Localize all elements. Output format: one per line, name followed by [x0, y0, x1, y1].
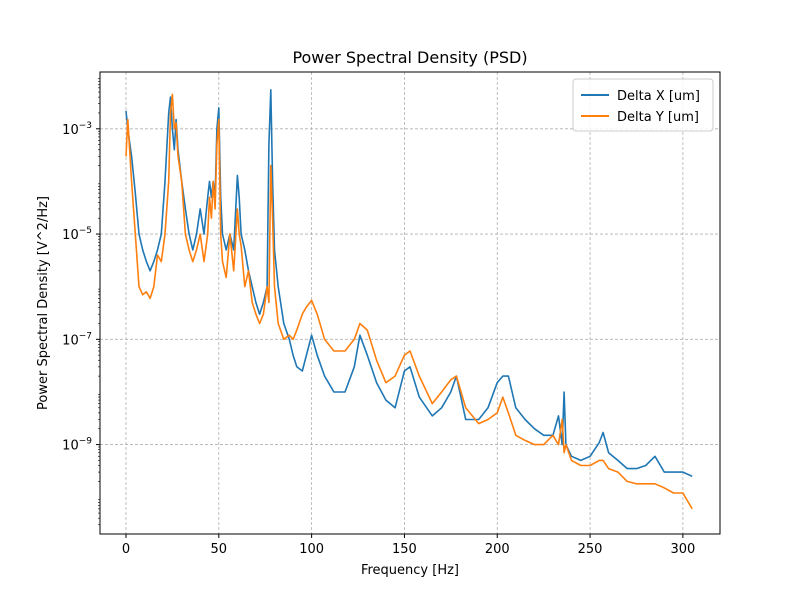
x-tick-label: 100 — [299, 542, 324, 557]
legend-label: Delta Y [um] — [617, 110, 699, 125]
x-tick-label: 0 — [122, 542, 130, 557]
legend: Delta X [um] Delta Y [um] — [572, 78, 714, 132]
x-tick-label: 250 — [578, 542, 603, 557]
y-tick-label: 10−9 — [62, 437, 92, 454]
x-tick-label: 50 — [211, 542, 228, 557]
y-tick-label: 10−3 — [62, 121, 92, 138]
legend-box — [572, 78, 714, 132]
chart-title: Power Spectral Density (PSD) — [292, 48, 527, 67]
y-tick-label: 10−5 — [62, 226, 92, 243]
x-tick-label: 300 — [670, 542, 695, 557]
series-line-2 — [125, 93, 693, 510]
x-tick-label: 200 — [485, 542, 510, 557]
legend-label: Delta X [um] — [617, 89, 700, 104]
x-tick-label: 150 — [392, 542, 417, 557]
x-axis-label: Frequency [Hz] — [361, 563, 459, 578]
y-tick-label: 10−7 — [62, 331, 92, 348]
plot-frame — [99, 71, 721, 535]
axis-ticks: 0 50 100 150 200 250 300 10−3 10−5 10−7 10−9 — [62, 78, 695, 557]
y-axis-label: Power Spectral Density [V^2/Hz] — [36, 196, 51, 410]
grid-lines — [100, 72, 720, 534]
series-lines — [125, 89, 693, 510]
